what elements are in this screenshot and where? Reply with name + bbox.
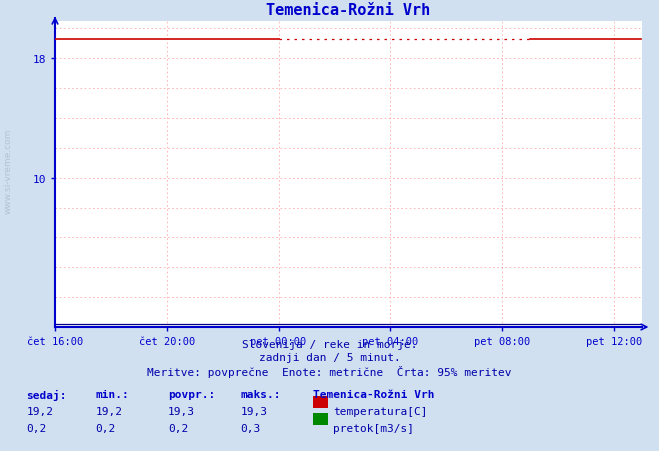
Text: sedaj:: sedaj: <box>26 389 67 400</box>
Text: 0,2: 0,2 <box>96 423 116 433</box>
Text: zadnji dan / 5 minut.: zadnji dan / 5 minut. <box>258 352 401 362</box>
Text: 19,3: 19,3 <box>168 406 195 416</box>
Text: min.:: min.: <box>96 389 129 399</box>
Text: maks.:: maks.: <box>241 389 281 399</box>
Text: Slovenija / reke in morje.: Slovenija / reke in morje. <box>242 339 417 349</box>
Text: Temenica-Rožni Vrh: Temenica-Rožni Vrh <box>313 389 434 399</box>
Text: 19,2: 19,2 <box>26 406 53 416</box>
Text: 0,2: 0,2 <box>168 423 188 433</box>
Text: 0,3: 0,3 <box>241 423 261 433</box>
Text: povpr.:: povpr.: <box>168 389 215 399</box>
Text: 19,3: 19,3 <box>241 406 268 416</box>
Text: temperatura[C]: temperatura[C] <box>333 406 427 416</box>
Text: Meritve: povprečne  Enote: metrične  Črta: 95% meritev: Meritve: povprečne Enote: metrične Črta:… <box>147 365 512 377</box>
Text: pretok[m3/s]: pretok[m3/s] <box>333 423 414 433</box>
Text: 19,2: 19,2 <box>96 406 123 416</box>
Text: www.si-vreme.com: www.si-vreme.com <box>4 129 13 214</box>
Text: 0,2: 0,2 <box>26 423 47 433</box>
Title: Temenica-Rožni Vrh: Temenica-Rožni Vrh <box>266 3 430 18</box>
